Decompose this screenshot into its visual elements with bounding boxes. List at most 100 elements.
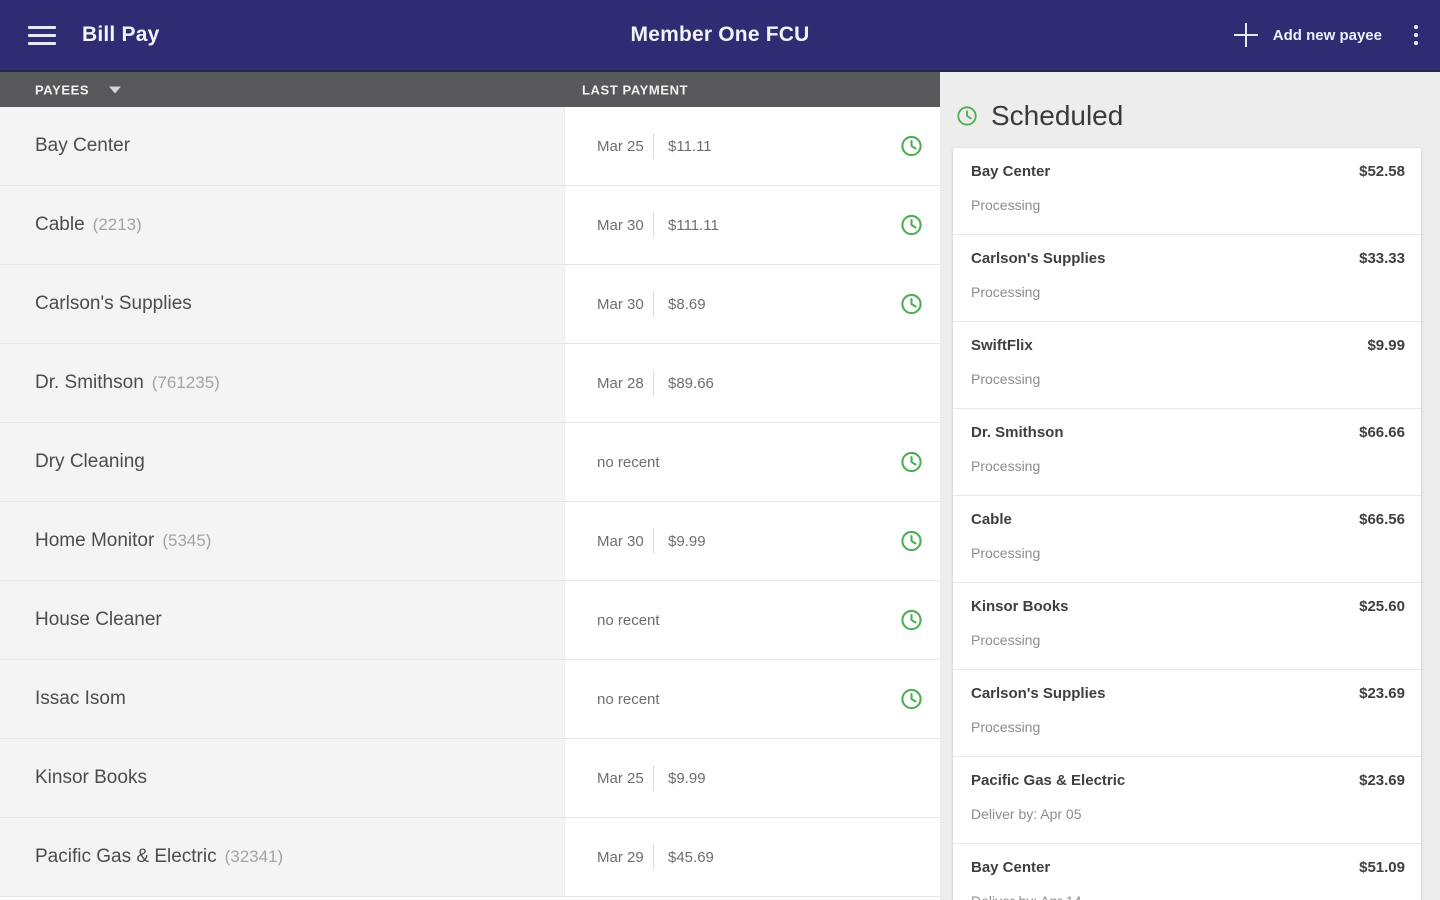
scheduled-amount: $66.66 bbox=[1359, 424, 1405, 441]
add-new-payee-label: Add new payee bbox=[1272, 26, 1382, 44]
payee-name: Pacific Gas & Electric bbox=[35, 846, 217, 867]
scheduled-item[interactable]: Dr. Smithson $66.66 Processing bbox=[953, 409, 1421, 496]
last-payment-cell: Mar 30 $111.11 bbox=[565, 186, 940, 264]
payee-name: Kinsor Books bbox=[35, 767, 147, 788]
scheduled-status: Processing bbox=[971, 719, 1041, 735]
payment-date: Mar 25 bbox=[597, 769, 644, 787]
last-payment-cell: no recent bbox=[565, 423, 940, 501]
payee-name-cell: Home Monitor (5345) bbox=[0, 502, 565, 580]
payee-account-number: (32341) bbox=[224, 847, 284, 866]
overflow-menu-icon[interactable] bbox=[1410, 21, 1422, 49]
payee-row[interactable]: Pacific Gas & Electric (32341) Mar 29 $4… bbox=[0, 818, 940, 897]
scheduled-payee-name: Bay Center bbox=[971, 859, 1051, 876]
scheduled-item[interactable]: SwiftFlix $9.99 Processing bbox=[953, 322, 1421, 409]
payment-amount: $111.11 bbox=[668, 216, 719, 234]
scheduled-clock-icon bbox=[900, 135, 923, 158]
menu-icon[interactable] bbox=[28, 21, 56, 50]
plus-icon bbox=[1233, 22, 1259, 48]
last-payment-cell: no recent bbox=[565, 581, 940, 659]
scheduled-item[interactable]: Bay Center $51.09 Deliver by: Apr 14 bbox=[953, 844, 1421, 900]
scheduled-amount: $25.60 bbox=[1359, 598, 1405, 615]
payment-date: Mar 30 bbox=[597, 216, 644, 234]
scheduled-amount: $52.58 bbox=[1359, 163, 1405, 180]
scheduled-payee-name: Dr. Smithson bbox=[971, 424, 1064, 441]
add-new-payee-button[interactable]: Add new payee bbox=[1233, 22, 1382, 48]
payment-amount: $45.69 bbox=[668, 848, 714, 866]
payment-date: Mar 30 bbox=[597, 295, 644, 313]
scheduled-item[interactable]: Pacific Gas & Electric $23.69 Deliver by… bbox=[953, 757, 1421, 844]
payee-name: Bay Center bbox=[35, 135, 131, 156]
last-payment-cell: no recent bbox=[565, 660, 940, 738]
table-header: PAYEES LAST PAYMENT bbox=[0, 72, 940, 107]
payee-row[interactable]: Bay Center Mar 25 $11.11 bbox=[0, 107, 940, 186]
payee-name: Dr. Smithson bbox=[35, 372, 144, 393]
payee-account-number: (2213) bbox=[92, 215, 142, 234]
scheduled-status: Processing bbox=[971, 197, 1041, 213]
last-payment-cell: Mar 30 $8.69 bbox=[565, 265, 940, 343]
payee-name: Cable bbox=[35, 214, 85, 235]
payees-column-header: PAYEES bbox=[35, 82, 90, 97]
payees-pane: PAYEES LAST PAYMENT Bay Center Mar 25 $1… bbox=[0, 72, 940, 900]
no-recent-label: no recent bbox=[597, 611, 660, 629]
cell-divider bbox=[653, 291, 654, 317]
scheduled-payee-name: Bay Center bbox=[971, 163, 1051, 180]
cell-divider bbox=[653, 528, 654, 554]
payee-row[interactable]: Carlson's Supplies Mar 30 $8.69 bbox=[0, 265, 940, 344]
scheduled-payee-name: SwiftFlix bbox=[971, 337, 1033, 354]
last-payment-column-header: LAST PAYMENT bbox=[582, 82, 689, 97]
payee-row[interactable]: Issac Isom no recent bbox=[0, 660, 940, 739]
cell-divider bbox=[653, 370, 654, 396]
payee-name-cell: Issac Isom bbox=[0, 660, 565, 738]
scheduled-amount: $23.69 bbox=[1359, 772, 1405, 789]
institution-title: Member One FCU bbox=[630, 23, 810, 46]
scheduled-status: Processing bbox=[971, 458, 1041, 474]
scheduled-item[interactable]: Kinsor Books $25.60 Processing bbox=[953, 583, 1421, 670]
payee-name-cell: Carlson's Supplies bbox=[0, 265, 565, 343]
scheduled-item[interactable]: Carlson's Supplies $33.33 Processing bbox=[953, 235, 1421, 322]
scheduled-amount: $51.09 bbox=[1359, 859, 1405, 876]
payee-name: Home Monitor bbox=[35, 530, 155, 551]
scheduled-item[interactable]: Bay Center $52.58 Processing bbox=[953, 148, 1421, 235]
cell-divider bbox=[653, 765, 654, 791]
payee-row[interactable]: Home Monitor (5345) Mar 30 $9.99 bbox=[0, 502, 940, 581]
payee-name: House Cleaner bbox=[35, 609, 162, 630]
no-recent-label: no recent bbox=[597, 690, 660, 708]
last-payment-cell: Mar 30 $9.99 bbox=[565, 502, 940, 580]
scheduled-clock-icon bbox=[900, 293, 923, 316]
scheduled-clock-icon bbox=[900, 530, 923, 553]
app-bar: Bill Pay Member One FCU Add new payee bbox=[0, 0, 1440, 72]
payment-amount: $89.66 bbox=[668, 374, 714, 392]
payment-amount: $9.99 bbox=[668, 532, 706, 550]
cell-divider bbox=[653, 844, 654, 870]
payees-sort-dropdown[interactable]: PAYEES bbox=[35, 82, 122, 97]
payee-row[interactable]: Dry Cleaning no recent bbox=[0, 423, 940, 502]
scheduled-clock-icon bbox=[900, 451, 923, 474]
scheduled-payee-name: Cable bbox=[971, 511, 1012, 528]
payment-date: Mar 25 bbox=[597, 137, 644, 155]
no-recent-label: no recent bbox=[597, 453, 660, 471]
scheduled-item[interactable]: Cable $66.56 Processing bbox=[953, 496, 1421, 583]
scheduled-status: Deliver by: Apr 05 bbox=[971, 806, 1082, 822]
payment-amount: $11.11 bbox=[668, 137, 712, 155]
payees-list: Bay Center Mar 25 $11.11 Cable (2213) Ma… bbox=[0, 107, 940, 897]
last-payment-cell: Mar 25 $11.11 bbox=[565, 107, 940, 185]
payee-row[interactable]: Cable (2213) Mar 30 $111.11 bbox=[0, 186, 940, 265]
payee-account-number: (761235) bbox=[151, 373, 220, 392]
scheduled-payee-name: Carlson's Supplies bbox=[971, 685, 1106, 702]
payee-row[interactable]: House Cleaner no recent bbox=[0, 581, 940, 660]
scheduled-status: Processing bbox=[971, 545, 1041, 561]
scheduled-header: Scheduled bbox=[956, 100, 1440, 132]
scheduled-status: Processing bbox=[971, 284, 1041, 300]
clock-icon bbox=[957, 106, 977, 126]
payee-row[interactable]: Kinsor Books Mar 25 $9.99 bbox=[0, 739, 940, 818]
payee-name-cell: Dr. Smithson (761235) bbox=[0, 344, 565, 422]
scheduled-item[interactable]: Carlson's Supplies $23.69 Processing bbox=[953, 670, 1421, 757]
payee-name-cell: Pacific Gas & Electric (32341) bbox=[0, 818, 565, 896]
scheduled-amount: $66.56 bbox=[1359, 511, 1405, 528]
payment-date: Mar 29 bbox=[597, 848, 644, 866]
scheduled-card: Bay Center $52.58 Processing Carlson's S… bbox=[953, 148, 1421, 900]
last-payment-cell: Mar 29 $45.69 bbox=[565, 818, 940, 896]
scheduled-payee-name: Kinsor Books bbox=[971, 598, 1069, 615]
scheduled-status: Deliver by: Apr 14 bbox=[971, 893, 1405, 900]
payee-row[interactable]: Dr. Smithson (761235) Mar 28 $89.66 bbox=[0, 344, 940, 423]
